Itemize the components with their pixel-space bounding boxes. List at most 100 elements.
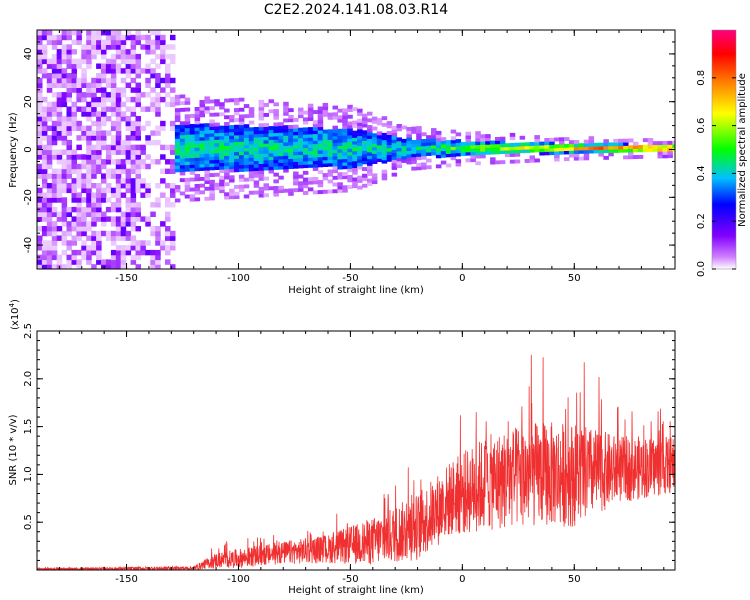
spectrogram-cell xyxy=(76,144,82,151)
spectrogram-cell xyxy=(357,165,363,170)
spectrogram-cell xyxy=(278,122,284,127)
spectrogram-cell xyxy=(268,149,274,154)
spectrogram-cell xyxy=(66,73,72,79)
spectrogram-cell xyxy=(110,187,117,194)
spectrogram-cell xyxy=(352,170,358,175)
spectrogram-cell xyxy=(214,142,220,147)
spectrogram-cell xyxy=(56,68,63,74)
spectrogram-cell xyxy=(376,141,383,146)
spectrogram-cell xyxy=(174,108,181,113)
spectrogram-cell xyxy=(411,129,417,134)
spectrogram-cell xyxy=(66,116,72,122)
spectrogram-cell xyxy=(150,101,156,108)
spectrogram-cell xyxy=(204,160,210,164)
spectrogram-cell xyxy=(41,202,48,208)
spectrogram-cell xyxy=(495,160,501,165)
spectrogram-cell xyxy=(184,194,191,199)
spectrogram-cell xyxy=(278,159,284,163)
spectrogram-cell xyxy=(288,188,294,193)
spectrogram-cell xyxy=(475,141,481,146)
spectrogram-cell xyxy=(130,202,137,208)
spectrogram-cell xyxy=(603,145,609,150)
spectrogram-cell xyxy=(37,125,43,131)
spectrogram-cell xyxy=(248,174,255,178)
snr-panel: -150 -100 -50 0 50 0.51.01.52.02.5 Height of… xyxy=(8,299,676,596)
spectrogram-cell xyxy=(76,168,82,174)
spectrogram-cell xyxy=(61,221,68,227)
spectrogram-cell xyxy=(411,156,417,161)
spectrogram-cell xyxy=(298,114,304,119)
spectrogram-cell xyxy=(293,134,299,139)
spectrogram-cell xyxy=(199,126,205,131)
spectrogram-cell xyxy=(455,152,462,157)
spectrogram-cell xyxy=(46,245,53,251)
spectrogram-cell xyxy=(130,259,137,265)
spectrogram-cell xyxy=(194,117,201,121)
spectrogram-cell xyxy=(499,150,506,154)
spectrogram-cell xyxy=(155,77,161,84)
spectrogram-cell xyxy=(56,211,63,217)
spectrogram-cell xyxy=(578,143,585,148)
spectrogram-cell xyxy=(140,183,146,189)
spectrogram-cell xyxy=(283,118,289,123)
spectrogram-cell xyxy=(105,30,112,36)
spectrogram-cell xyxy=(51,183,58,189)
spectrogram-cell xyxy=(115,235,122,241)
spectrogram-cell xyxy=(86,202,92,208)
spectrogram-cell xyxy=(86,211,92,217)
spectrogram-cell xyxy=(66,49,72,55)
spectrogram-cell xyxy=(91,163,97,170)
spectrogram-cell xyxy=(125,173,132,179)
spectrogram-cell xyxy=(37,211,43,217)
spectrogram-cell xyxy=(238,164,245,169)
spectrogram-cell xyxy=(41,116,48,122)
spectrogram-cell xyxy=(342,148,348,153)
spectrogram-cell xyxy=(327,159,334,164)
spectrogram-cell xyxy=(455,139,462,143)
spectrogram-cell xyxy=(273,192,279,197)
spectrogram-cell xyxy=(273,129,279,134)
spectrogram-cell xyxy=(258,130,265,134)
spectrogram-cell xyxy=(317,143,324,148)
spectrogram-cell xyxy=(662,144,668,149)
spectrogram-cell xyxy=(367,128,373,133)
spectrogram-cell xyxy=(155,249,161,256)
spectrogram-cell xyxy=(179,151,186,156)
spectrogram-cell xyxy=(174,138,181,143)
spectrogram-cell xyxy=(174,158,181,163)
spectrogram-cell xyxy=(224,172,230,177)
spectrogram-cell xyxy=(317,129,324,134)
spectrogram-cell xyxy=(174,101,181,106)
spectrogram-cell xyxy=(86,168,92,174)
spectrogram-cell xyxy=(298,154,304,159)
spectrogram-cell xyxy=(312,110,319,114)
spectrogram-cell xyxy=(362,157,368,161)
spectrogram-cell xyxy=(312,143,319,148)
spectrogram-cell xyxy=(170,264,176,269)
spectrogram-cell xyxy=(150,106,156,112)
spectrogram-cell xyxy=(322,159,329,164)
spectrogram-cell xyxy=(170,183,176,189)
spectrogram-cell xyxy=(150,211,156,217)
spectrogram-cell xyxy=(120,92,127,98)
spectrogram-cell xyxy=(312,146,319,151)
spectrogram-cell xyxy=(184,144,191,149)
spectrogram-cell xyxy=(554,150,560,155)
spectrogram-cell xyxy=(120,245,127,251)
spectrogram-cell xyxy=(115,230,122,237)
spectrogram-cell xyxy=(209,106,215,111)
spectrogram-cell xyxy=(224,195,230,200)
spectrogram-cell xyxy=(554,147,560,152)
spectrogram-cell xyxy=(248,130,255,135)
spectrogram-cell xyxy=(81,197,87,203)
spectrogram-cell xyxy=(56,58,63,65)
spectrogram-cell xyxy=(519,142,526,147)
spectrogram-cell xyxy=(37,149,43,155)
spectrogram-cell xyxy=(66,163,72,170)
spectrogram-cell xyxy=(357,108,363,113)
spectrogram-cell xyxy=(367,138,373,143)
spectrogram-cell xyxy=(155,34,161,41)
spectrogram-cell xyxy=(184,154,191,159)
spectrogram-cell xyxy=(189,187,196,192)
spectrogram-cell xyxy=(199,177,205,181)
